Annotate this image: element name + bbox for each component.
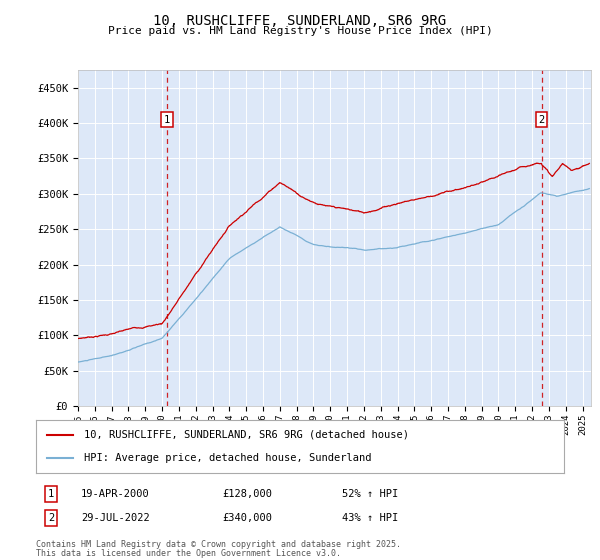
Text: 1: 1 <box>164 114 170 124</box>
Text: £128,000: £128,000 <box>222 489 272 499</box>
Text: 29-JUL-2022: 29-JUL-2022 <box>81 513 150 523</box>
Text: 10, RUSHCLIFFE, SUNDERLAND, SR6 9RG (detached house): 10, RUSHCLIFFE, SUNDERLAND, SR6 9RG (det… <box>83 430 409 440</box>
Text: 10, RUSHCLIFFE, SUNDERLAND, SR6 9RG: 10, RUSHCLIFFE, SUNDERLAND, SR6 9RG <box>154 14 446 28</box>
Text: 43% ↑ HPI: 43% ↑ HPI <box>342 513 398 523</box>
Text: 19-APR-2000: 19-APR-2000 <box>81 489 150 499</box>
Text: 2: 2 <box>48 513 54 523</box>
Text: HPI: Average price, detached house, Sunderland: HPI: Average price, detached house, Sund… <box>83 453 371 463</box>
Text: This data is licensed under the Open Government Licence v3.0.: This data is licensed under the Open Gov… <box>36 549 341 558</box>
Text: Contains HM Land Registry data © Crown copyright and database right 2025.: Contains HM Land Registry data © Crown c… <box>36 540 401 549</box>
Text: Price paid vs. HM Land Registry's House Price Index (HPI): Price paid vs. HM Land Registry's House … <box>107 26 493 36</box>
Text: 52% ↑ HPI: 52% ↑ HPI <box>342 489 398 499</box>
Text: 1: 1 <box>48 489 54 499</box>
Text: £340,000: £340,000 <box>222 513 272 523</box>
Text: 2: 2 <box>539 114 545 124</box>
